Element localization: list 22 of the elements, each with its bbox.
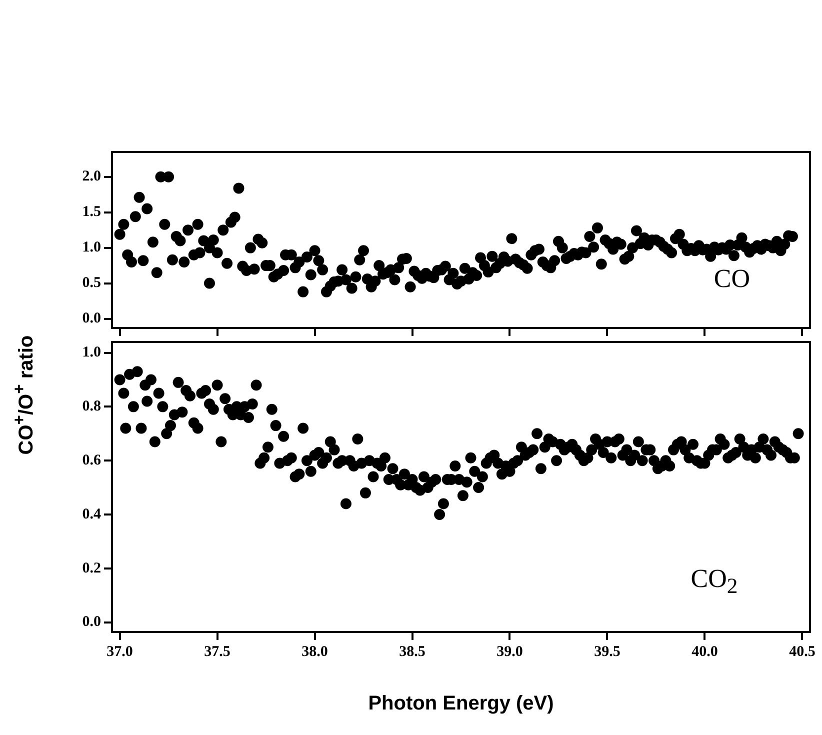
y-tick-label: 1.5 [82,204,101,220]
y-tick-label: 1.0 [82,240,101,256]
x-tick-label: 38.0 [302,644,328,660]
x-tick-label: 40.5 [789,644,816,660]
x-tick-label: 39.0 [496,644,523,660]
x-tick-label: 39.5 [594,644,620,660]
x-tick-label: 40.0 [692,644,718,660]
y-tick-label: 0.2 [82,560,101,576]
annotation: CO [714,264,750,294]
x-axis-title: Photon Energy (eV) [368,692,554,715]
y-tick-label: 0.0 [82,614,101,630]
x-tick-label: 38.5 [399,644,426,660]
y-tick-label: 0.8 [82,398,101,415]
y-tick-label: 0.5 [82,275,101,292]
x-tick-label: 37.0 [106,644,133,660]
x-tick-label: 37.5 [204,644,230,660]
y-tick-label: 1.0 [82,344,101,361]
y-tick-label: 0.0 [82,310,101,327]
y-tick-label: 2.0 [82,168,101,185]
y-tick-label: 0.4 [82,506,102,522]
annotation: CO$_{2}$ [690,564,738,600]
y-tick-label: 0.6 [82,452,102,468]
